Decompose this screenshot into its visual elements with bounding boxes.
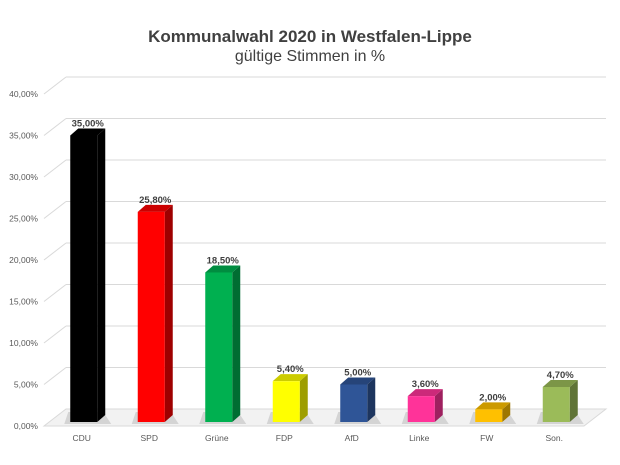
data-label: 4,70% <box>547 370 574 381</box>
bar-side-AfD <box>367 377 376 422</box>
bar-side-Linke <box>434 389 443 422</box>
y-tick-label: 5,00% <box>14 380 39 390</box>
bar-top-FW <box>475 402 511 410</box>
gridline-depth <box>43 325 67 344</box>
gridline-depth <box>43 201 67 219</box>
data-label: 5,00% <box>344 368 371 379</box>
x-tick-label: AfD <box>345 433 359 443</box>
bar-AfD <box>340 384 368 422</box>
bar-side-SPD <box>164 204 173 422</box>
y-tick-label: 10,00% <box>9 338 38 348</box>
bar-CDU <box>70 135 98 422</box>
chart-title: Kommunalwahl 2020 in Westfalen-Lippe <box>148 27 472 46</box>
bar-Linke <box>407 396 435 422</box>
gridline-depth <box>43 118 67 136</box>
bar-top-SPD <box>137 204 173 212</box>
bar-side-Grüne <box>232 265 241 422</box>
y-tick-label: 15,00% <box>9 297 38 307</box>
gridline-depth <box>43 76 67 95</box>
data-label: 3,60% <box>412 379 439 390</box>
y-tick-label: 30,00% <box>9 172 38 182</box>
y-tick-label: 20,00% <box>9 255 38 265</box>
data-label: 5,40% <box>277 364 304 375</box>
x-tick-label: SPD <box>141 433 158 443</box>
bar-SPD <box>137 211 165 422</box>
data-label: 25,80% <box>139 195 172 206</box>
bar-top-FDP <box>272 374 308 382</box>
data-label: 18,50% <box>207 255 240 266</box>
bar-FW <box>475 409 503 422</box>
y-tick-label: 25,00% <box>9 214 38 224</box>
data-label: 35,00% <box>72 119 105 130</box>
bar-side-CDU <box>97 128 106 422</box>
x-tick-label: Grüne <box>205 433 229 443</box>
y-tick-label: 40,00% <box>9 89 38 99</box>
bar-top-Linke <box>407 389 443 397</box>
bar-Grüne <box>205 272 233 422</box>
y-tick-label: 0,00% <box>14 421 39 431</box>
bar-FDP <box>272 381 300 422</box>
gridline-depth <box>43 284 67 302</box>
x-tick-label: Son. <box>546 433 564 443</box>
bar-top-AfD <box>340 377 376 385</box>
x-tick-label: Linke <box>409 433 430 443</box>
data-label: 2,00% <box>479 392 506 403</box>
bar-side-FDP <box>299 374 308 422</box>
y-tick-label: 35,00% <box>9 131 38 141</box>
gridline-depth <box>43 159 67 178</box>
chart-floor <box>42 408 608 427</box>
gridline-depth <box>43 242 67 261</box>
bar-top-CDU <box>70 128 106 136</box>
bar-top-Son. <box>542 379 578 387</box>
bar-top-Grüne <box>205 265 241 273</box>
bar-side-FW <box>502 402 511 422</box>
bar-Son. <box>542 386 570 422</box>
x-tick-label: CDU <box>73 433 91 443</box>
bar-side-Son. <box>569 379 578 422</box>
x-tick-label: FW <box>480 433 493 443</box>
x-tick-label: FDP <box>276 433 293 443</box>
gridline-depth <box>43 367 67 385</box>
chart-subtitle: gültige Stimmen in % <box>234 48 386 65</box>
